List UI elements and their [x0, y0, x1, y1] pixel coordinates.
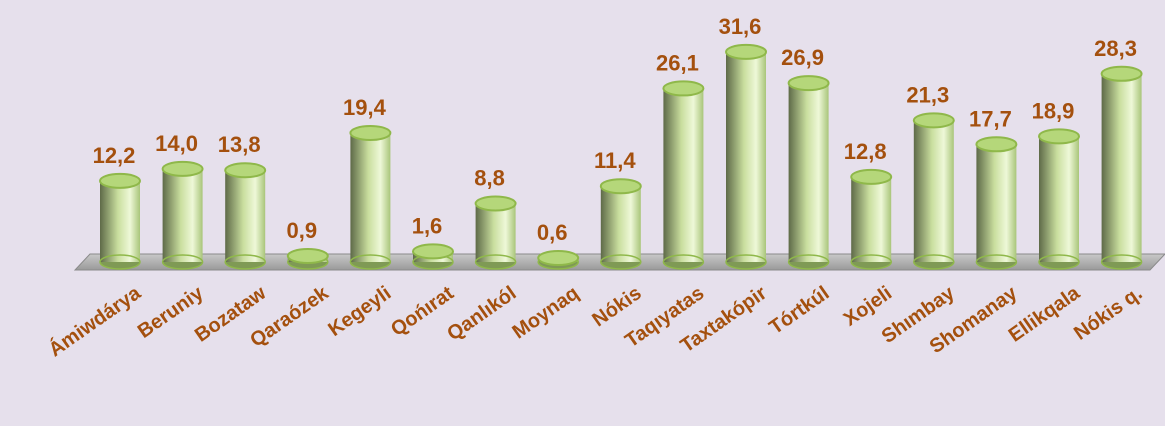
- bar-body: [976, 144, 1017, 262]
- bar: [975, 136, 1018, 270]
- bar-top: [975, 136, 1018, 153]
- value-label: 11,4: [594, 148, 636, 173]
- value-label: 0,9: [287, 218, 318, 243]
- value-label: 21,3: [906, 82, 949, 107]
- bar: [161, 160, 204, 270]
- bar: [412, 243, 454, 270]
- bar-body: [475, 203, 516, 262]
- value-label: 19,4: [343, 95, 387, 120]
- bar-top: [787, 75, 830, 92]
- bar-top: [725, 43, 767, 60]
- bar-top: [1038, 128, 1080, 145]
- bar-bottom-edge: [161, 254, 204, 270]
- bar-top: [161, 160, 204, 177]
- category-label: Qanlıkól: [443, 282, 520, 345]
- bar: [99, 172, 141, 270]
- bar: [787, 75, 830, 270]
- bar-top: [349, 124, 392, 141]
- bar-body: [600, 186, 641, 262]
- category-label: Ellikqala: [1005, 282, 1085, 347]
- bar-body: [663, 88, 704, 262]
- bar-bottom-edge: [662, 254, 705, 270]
- value-label: 31,6: [719, 14, 762, 39]
- value-label: 17,7: [969, 106, 1012, 131]
- bar-top: [1100, 65, 1143, 82]
- value-label: 8,8: [474, 165, 505, 190]
- value-label: 13,8: [218, 132, 261, 157]
- bar: [725, 43, 767, 270]
- bar: [662, 80, 705, 270]
- category-label: Kegeyli: [324, 282, 395, 341]
- bar-bottom-edge: [850, 254, 892, 270]
- value-label: 12,2: [93, 143, 136, 168]
- bar-body: [726, 51, 766, 262]
- value-label: 12,8: [844, 139, 887, 164]
- bar: [1100, 65, 1143, 270]
- bar-top: [224, 162, 267, 179]
- bar-top: [412, 243, 454, 260]
- bar-body: [162, 168, 203, 262]
- bar: [349, 124, 392, 270]
- bar-top: [599, 178, 642, 195]
- category-label: Nókis q.: [1070, 282, 1146, 345]
- bar-body: [851, 176, 892, 262]
- bar: [850, 168, 893, 270]
- bar-body: [1039, 136, 1079, 262]
- bar-top: [474, 195, 517, 212]
- bar-top: [912, 112, 955, 129]
- bar-bottom-edge: [99, 254, 141, 270]
- bar-bottom-edge: [725, 254, 767, 270]
- bar: [599, 178, 642, 270]
- bar: [1038, 128, 1080, 270]
- bar: [286, 248, 329, 270]
- bar-body: [100, 180, 140, 262]
- bar-top: [662, 80, 705, 97]
- bar-bottom-edge: [1038, 254, 1080, 270]
- bar-bottom-edge: [349, 254, 392, 270]
- bar: [474, 195, 517, 270]
- bar-bottom-edge: [600, 254, 642, 270]
- bar: [537, 250, 580, 270]
- bar-body: [913, 120, 954, 262]
- value-label: 14,0: [155, 131, 198, 156]
- bar-bottom-edge: [787, 254, 830, 270]
- bars: [99, 43, 1143, 270]
- bar-top: [537, 250, 580, 267]
- category-label: Ámiwdárya: [44, 281, 145, 362]
- bar-top: [286, 248, 329, 265]
- category-label: Moynaq: [509, 282, 584, 343]
- value-label: 26,9: [781, 45, 824, 70]
- bar: [912, 112, 955, 270]
- bar-body: [1101, 73, 1142, 263]
- value-label: 18,9: [1032, 98, 1075, 123]
- bar-bottom-edge: [474, 254, 517, 270]
- bar: [224, 162, 267, 270]
- bar-body: [350, 132, 391, 262]
- bar-bottom-edge: [224, 254, 266, 270]
- bar-top: [99, 172, 141, 189]
- value-label: 28,3: [1094, 36, 1137, 61]
- value-label: 0,6: [537, 220, 568, 245]
- bar-body: [788, 83, 829, 263]
- bar-bottom-edge: [975, 254, 1018, 270]
- bar-bottom-edge: [913, 254, 955, 270]
- bar-top: [850, 168, 893, 185]
- bar-bottom-edge: [1100, 254, 1143, 270]
- value-label: 1,6: [412, 213, 443, 238]
- category-label: Tórtkúl: [765, 282, 833, 339]
- value-label: 26,1: [656, 50, 699, 75]
- bar-body: [225, 170, 266, 262]
